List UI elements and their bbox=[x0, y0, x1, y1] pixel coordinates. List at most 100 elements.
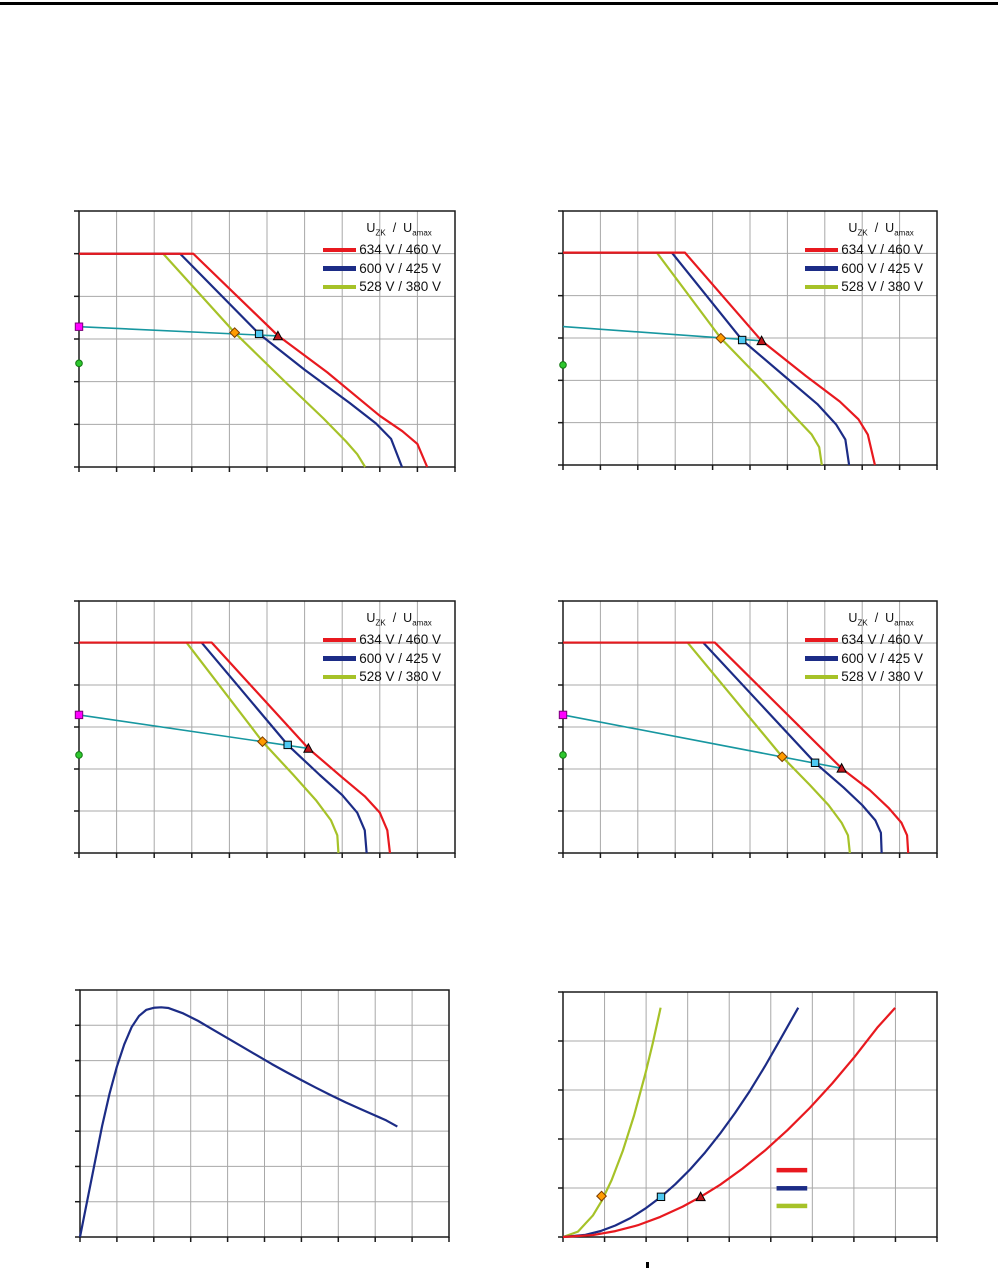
series-limit-600V-425V bbox=[563, 641, 883, 854]
legend-entry-600v: 600 V / 425 V bbox=[805, 259, 923, 278]
chart-legend: UZK / Uamax 634 V / 460 V 600 V / 425 V 52… bbox=[805, 221, 923, 296]
chart-legend: UZK / Uamax 634 V / 460 V 600 V / 425 V 52… bbox=[805, 611, 923, 686]
marker-red-triangle bbox=[272, 330, 284, 341]
voltage-limit-mid-left-plot bbox=[74, 600, 456, 858]
legend-swatch-red bbox=[805, 637, 839, 642]
series-power-curve bbox=[78, 1006, 398, 1238]
legend-swatch-green bbox=[805, 284, 839, 289]
marker-red-triangle bbox=[695, 1191, 706, 1202]
marker-orange-diamond bbox=[256, 736, 268, 748]
chart-power-curve-bottom-left bbox=[70, 980, 459, 1247]
marker-cyan-square bbox=[810, 758, 820, 767]
series-limit-634V-460V bbox=[79, 252, 429, 468]
series-limit-528V-380V bbox=[79, 252, 367, 468]
cropped-text-mark bbox=[646, 1262, 649, 1268]
mini-legend-swatch-green bbox=[776, 1203, 808, 1209]
legend-swatch-red bbox=[323, 247, 357, 252]
legend-swatch-navy bbox=[805, 266, 839, 271]
legend-swatch-navy bbox=[323, 266, 357, 271]
top-rule bbox=[0, 2, 998, 5]
legend-swatch-red bbox=[323, 637, 357, 642]
legend-title: UZK / Uamax bbox=[848, 611, 914, 628]
legend-entry-528v: 528 V / 380 V bbox=[323, 668, 441, 687]
legend-entry-600v: 600 V / 425 V bbox=[323, 649, 441, 668]
legend-entry-528v: 528 V / 380 V bbox=[805, 668, 923, 687]
marker-magenta-square bbox=[558, 710, 568, 720]
legend-entry-600v: 600 V / 425 V bbox=[323, 259, 441, 278]
voltage-limit-mid-right-plot bbox=[558, 600, 938, 858]
chart-voltage-limit-mid-right: UZK / Uamax 634 V / 460 V 600 V / 425 V 52… bbox=[553, 591, 947, 863]
chart-torque-curves-bottom-right bbox=[553, 982, 947, 1247]
legend-swatch-green bbox=[323, 284, 357, 289]
legend-entry-528v: 528 V / 380 V bbox=[805, 278, 923, 297]
plot-border bbox=[562, 210, 938, 466]
series-limit-528V-380V bbox=[563, 251, 823, 466]
marker-orange-diamond bbox=[229, 327, 241, 339]
voltage-limit-top-right-plot bbox=[558, 210, 938, 470]
marker-cyan-square bbox=[283, 740, 292, 750]
legend-entry-634v: 634 V / 460 V bbox=[323, 631, 441, 650]
series-limit-600V-425V bbox=[563, 251, 851, 466]
series-load-line bbox=[562, 714, 842, 770]
series-limit-600V-425V bbox=[79, 641, 368, 854]
marker-green-circle bbox=[559, 361, 567, 369]
series-load-line bbox=[78, 714, 309, 750]
legend-swatch-green bbox=[323, 674, 357, 679]
legend-swatch-red bbox=[805, 247, 839, 252]
axis-ticks bbox=[74, 600, 456, 858]
legend-entry-600v: 600 V / 425 V bbox=[805, 649, 923, 668]
series-limit-528V-380V bbox=[79, 641, 340, 854]
plot-border bbox=[79, 989, 450, 1238]
chart-voltage-limit-top-left: UZK / Uamax 634 V / 460 V 600 V / 425 V 52… bbox=[69, 201, 465, 477]
marker-cyan-square bbox=[656, 1192, 666, 1202]
legend-title: UZK / Uamax bbox=[848, 221, 914, 238]
series-load-line bbox=[78, 325, 278, 337]
legend-entry-634v: 634 V / 460 V bbox=[805, 241, 923, 260]
marker-cyan-square bbox=[737, 335, 747, 345]
axis-ticks bbox=[558, 991, 938, 1242]
axis-ticks bbox=[74, 210, 456, 472]
series-limit-528V-380V bbox=[563, 641, 851, 854]
marker-magenta-square bbox=[74, 710, 84, 720]
axis-ticks bbox=[558, 210, 938, 470]
chart-legend: UZK / Uamax 634 V / 460 V 600 V / 425 V 52… bbox=[323, 221, 441, 296]
series-curve-634V-460V bbox=[562, 1007, 896, 1239]
mini-legend-swatch-navy bbox=[776, 1186, 808, 1191]
legend-title: UZK / Uamax bbox=[366, 611, 432, 628]
marker-orange-diamond bbox=[776, 751, 788, 763]
torque-curves-bottom-right-plot bbox=[558, 991, 938, 1242]
legend-swatch-green bbox=[805, 674, 839, 679]
series-curve-528V-380V bbox=[562, 1007, 662, 1239]
marker-green-circle bbox=[559, 751, 567, 759]
series-limit-600V-425V bbox=[79, 252, 404, 468]
marker-red-triangle bbox=[303, 742, 314, 753]
voltage-limit-top-left-plot bbox=[74, 210, 456, 472]
plot-border bbox=[562, 991, 938, 1238]
legend-entry-528v: 528 V / 380 V bbox=[323, 278, 441, 297]
marker-red-triangle bbox=[756, 335, 767, 346]
plot-border bbox=[78, 600, 456, 854]
power-curve-bottom-left-plot bbox=[75, 989, 450, 1242]
chart-voltage-limit-mid-left: UZK / Uamax 634 V / 460 V 600 V / 425 V 52… bbox=[69, 591, 465, 863]
plot-border bbox=[78, 210, 456, 468]
marker-red-triangle bbox=[836, 762, 847, 773]
legend-entry-634v: 634 V / 460 V bbox=[805, 631, 923, 650]
marker-green-circle bbox=[75, 751, 83, 759]
marker-orange-diamond bbox=[715, 332, 727, 344]
plot-border bbox=[562, 600, 938, 854]
legend-title: UZK / Uamax bbox=[366, 221, 432, 238]
marker-cyan-square bbox=[254, 329, 264, 339]
marker-green-circle bbox=[75, 359, 83, 368]
series-curve-600V-425V bbox=[562, 1007, 800, 1239]
marker-orange-diamond bbox=[596, 1190, 608, 1202]
marker-magenta-square bbox=[74, 322, 84, 331]
axis-ticks bbox=[558, 600, 938, 858]
legend-swatch-navy bbox=[323, 656, 357, 661]
chart-legend: UZK / Uamax 634 V / 460 V 600 V / 425 V 52… bbox=[323, 611, 441, 686]
grid-lines bbox=[80, 990, 449, 1237]
axis-ticks bbox=[75, 989, 450, 1242]
chart-voltage-limit-top-right: UZK / Uamax 634 V / 460 V 600 V / 425 V 52… bbox=[553, 201, 947, 475]
series-limit-634V-460V bbox=[79, 641, 392, 854]
grid-lines bbox=[563, 992, 937, 1237]
